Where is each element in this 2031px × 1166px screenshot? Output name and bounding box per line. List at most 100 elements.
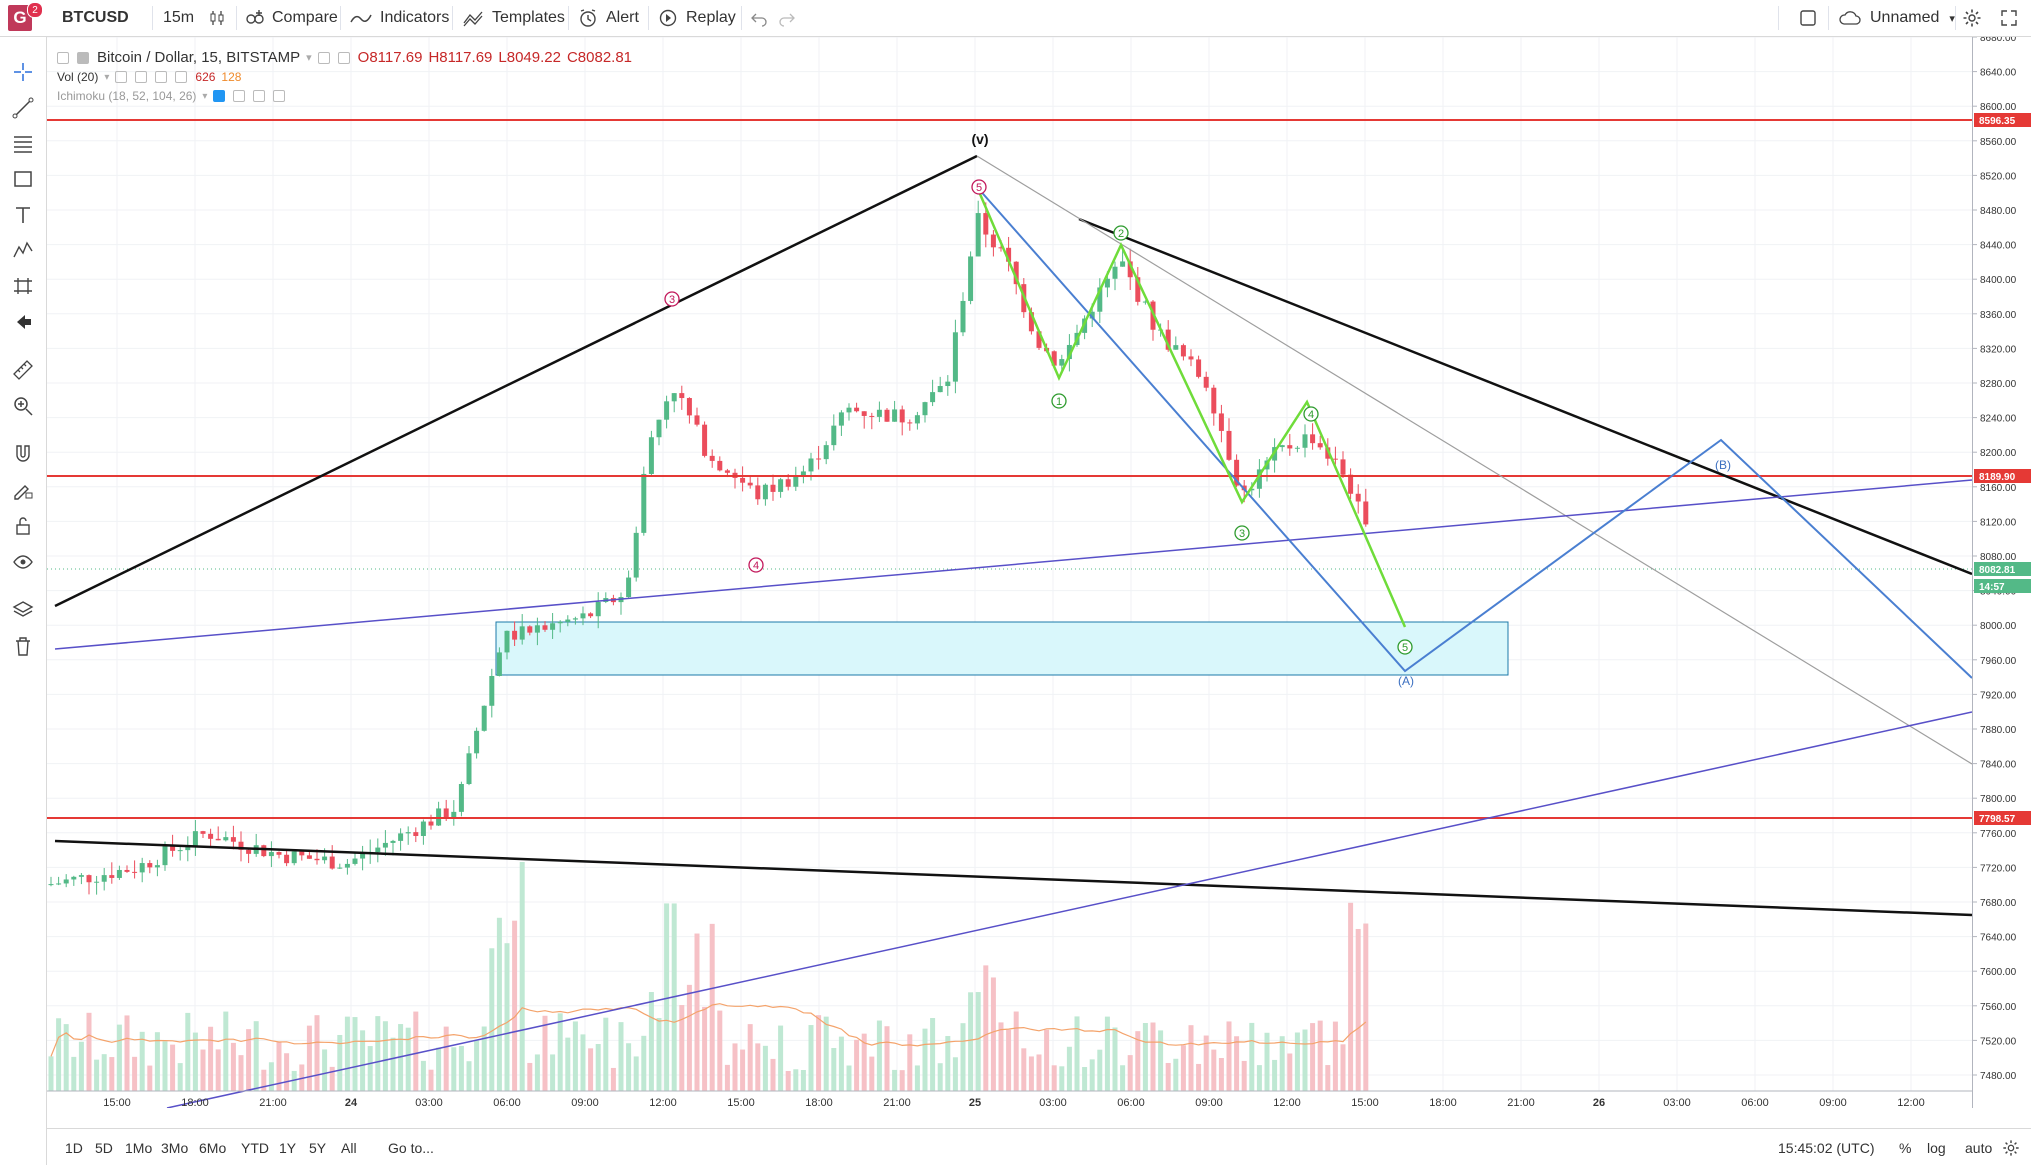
divider: [1828, 6, 1829, 30]
support-zone[interactable]: [495, 621, 1509, 676]
redo-button[interactable]: [778, 0, 796, 36]
remove-drawings-tool[interactable]: [8, 631, 38, 661]
alert-button[interactable]: Alert: [578, 0, 639, 36]
range-button-1d[interactable]: 1D: [65, 1139, 83, 1156]
crosshair-tool[interactable]: [8, 57, 38, 87]
settings-icon[interactable]: [135, 71, 148, 83]
bottom-toolbar: 1D 5D 1Mo 3Mo 6Mo YTD 1Y 5Y All Go to... 15:45:0…: [47, 1128, 2031, 1166]
series-title[interactable]: Bitcoin / Dollar, 15, BITSTAMP: [97, 49, 301, 66]
shape-tool[interactable]: [8, 164, 38, 194]
hidden-eye-icon[interactable]: [213, 90, 226, 102]
fullscreen-toggle[interactable]: [1799, 0, 1817, 36]
price-tick-label: 7680.00: [1980, 898, 2017, 909]
chevron-down-icon: ▾: [1949, 12, 1955, 25]
crosshair-icon: [14, 63, 32, 81]
magnet-tool[interactable]: [8, 439, 38, 469]
arrow-left-icon: [17, 315, 31, 329]
abc-correction-path[interactable]: [976, 186, 1972, 679]
wave-B-label: (B): [1715, 458, 1731, 472]
range-button-1y[interactable]: 1Y: [279, 1139, 297, 1156]
time-axis: 15:00 18:00 21:00 24 03:00 06:00 09:00 12:00 15:…: [103, 1097, 1925, 1108]
range-button-5d[interactable]: 5D: [95, 1139, 113, 1156]
range-button-3mo[interactable]: 3Mo: [161, 1139, 189, 1156]
layout-name-label: Unnamed: [1870, 9, 1940, 26]
time-tick-label: 15:00: [1351, 1097, 1379, 1108]
measure-tool[interactable]: [8, 355, 38, 385]
divider: [741, 6, 742, 30]
maximize-button[interactable]: [2000, 0, 2018, 36]
settings-button[interactable]: [1962, 0, 1982, 36]
auto-scale-toggle[interactable]: auto: [1965, 1129, 1992, 1166]
log-scale-toggle[interactable]: log: [1927, 1129, 1946, 1166]
price-tick-label: 8480.00: [1980, 206, 2017, 217]
layout-menu-button[interactable]: Unnamed ▾: [1838, 0, 1955, 36]
falling-trendline-black[interactable]: [1078, 217, 1972, 576]
wave-marker-green-1: 1: [1051, 393, 1067, 409]
go-to-date-button[interactable]: Go to...: [388, 1129, 434, 1166]
pattern-tool[interactable]: [8, 235, 38, 265]
candlesticks: [48, 200, 1369, 895]
range-button-6mo[interactable]: 6Mo: [199, 1139, 227, 1156]
trendline-tool[interactable]: [8, 93, 38, 123]
compare-button[interactable]: Compare: [244, 0, 338, 36]
series-menu-chevron-icon[interactable]: ▾: [306, 52, 312, 64]
visibility-icon[interactable]: [317, 51, 330, 64]
ichimoku-menu-chevron-icon[interactable]: ▾: [202, 90, 208, 102]
close-icon[interactable]: [175, 71, 188, 83]
fib-tool[interactable]: [8, 129, 38, 159]
volume-menu-chevron-icon[interactable]: ▾: [104, 71, 110, 83]
price-tick-label: 8640.00: [1980, 68, 2017, 79]
range-button-5y[interactable]: 5Y: [309, 1139, 327, 1156]
rising-trendline-black[interactable]: [54, 154, 978, 608]
hide-toolbar-button[interactable]: [8, 307, 38, 337]
symbol-search-button[interactable]: BTCUSD: [62, 0, 129, 36]
undo-icon: [751, 13, 767, 27]
chart-style-button[interactable]: [208, 0, 226, 36]
utc-clock[interactable]: 15:45:02 (UTC): [1778, 1129, 1874, 1166]
purple-trendline-upper[interactable]: [54, 479, 1972, 650]
settings-icon[interactable]: [233, 90, 246, 102]
bar-countdown-label: 14:57: [1979, 582, 2005, 593]
price-chart[interactable]: (v) 5 3 4 1 2 3 4 5 (A) (B) 15:00 18:00 21…: [47, 37, 1972, 1108]
thin-gray-trendline[interactable]: [976, 155, 1972, 765]
prediction-tool[interactable]: [8, 271, 38, 301]
price-tick-label: 7880.00: [1980, 725, 2017, 736]
templates-button[interactable]: Templates: [462, 0, 565, 36]
range-button-ytd[interactable]: YTD: [241, 1139, 269, 1156]
percent-scale-toggle[interactable]: %: [1899, 1129, 1911, 1166]
replay-button[interactable]: Replay: [658, 0, 736, 36]
undo-button[interactable]: [750, 0, 768, 36]
indicators-button[interactable]: Indicators: [350, 0, 449, 36]
price-tick-label: 7480.00: [1980, 1071, 2017, 1082]
purple-trendline-lower[interactable]: [166, 711, 1972, 1108]
volume-title[interactable]: Vol (20): [57, 70, 99, 84]
hide-drawings-tool[interactable]: [8, 547, 38, 577]
ichimoku-title[interactable]: Ichimoku (18, 52, 104, 26): [57, 89, 197, 103]
lock-drawings-tool[interactable]: [8, 511, 38, 541]
cloud-icon: [1839, 11, 1861, 25]
add-icon[interactable]: [155, 71, 168, 83]
replay-label: Replay: [686, 9, 736, 26]
impulse-wave-path[interactable]: [975, 186, 1407, 628]
interval-button[interactable]: 15m: [163, 0, 194, 36]
add-icon[interactable]: [253, 90, 266, 102]
falling-trendline-bottom[interactable]: [54, 839, 1972, 917]
scale-settings-button[interactable]: [2002, 1129, 2020, 1166]
close-value: C8082.81: [566, 49, 633, 66]
range-button-all[interactable]: All: [341, 1139, 357, 1156]
replay-icon: [659, 9, 677, 27]
fib-lines-icon: [14, 136, 32, 153]
chart-pane[interactable]: (v) 5 3 4 1 2 3 4 5 (A) (B) 15:00 18:00 21…: [47, 37, 1972, 1108]
stay-drawing-tool[interactable]: [8, 475, 38, 505]
zoom-tool[interactable]: [8, 391, 38, 421]
visibility-icon[interactable]: [115, 71, 128, 83]
price-axis[interactable]: 8680.00 8640.00 8600.00 8560.00 8520.00 8480.…: [1972, 33, 2031, 1108]
settings-icon[interactable]: [337, 51, 350, 64]
object-tree-tool[interactable]: [8, 595, 38, 625]
symbol-label: BTCUSD: [62, 9, 129, 26]
close-icon[interactable]: [273, 90, 286, 102]
text-tool[interactable]: [8, 200, 38, 230]
collapse-icon[interactable]: [57, 51, 69, 64]
notification-badge[interactable]: 2: [27, 2, 43, 18]
range-button-1mo[interactable]: 1Mo: [125, 1139, 153, 1156]
